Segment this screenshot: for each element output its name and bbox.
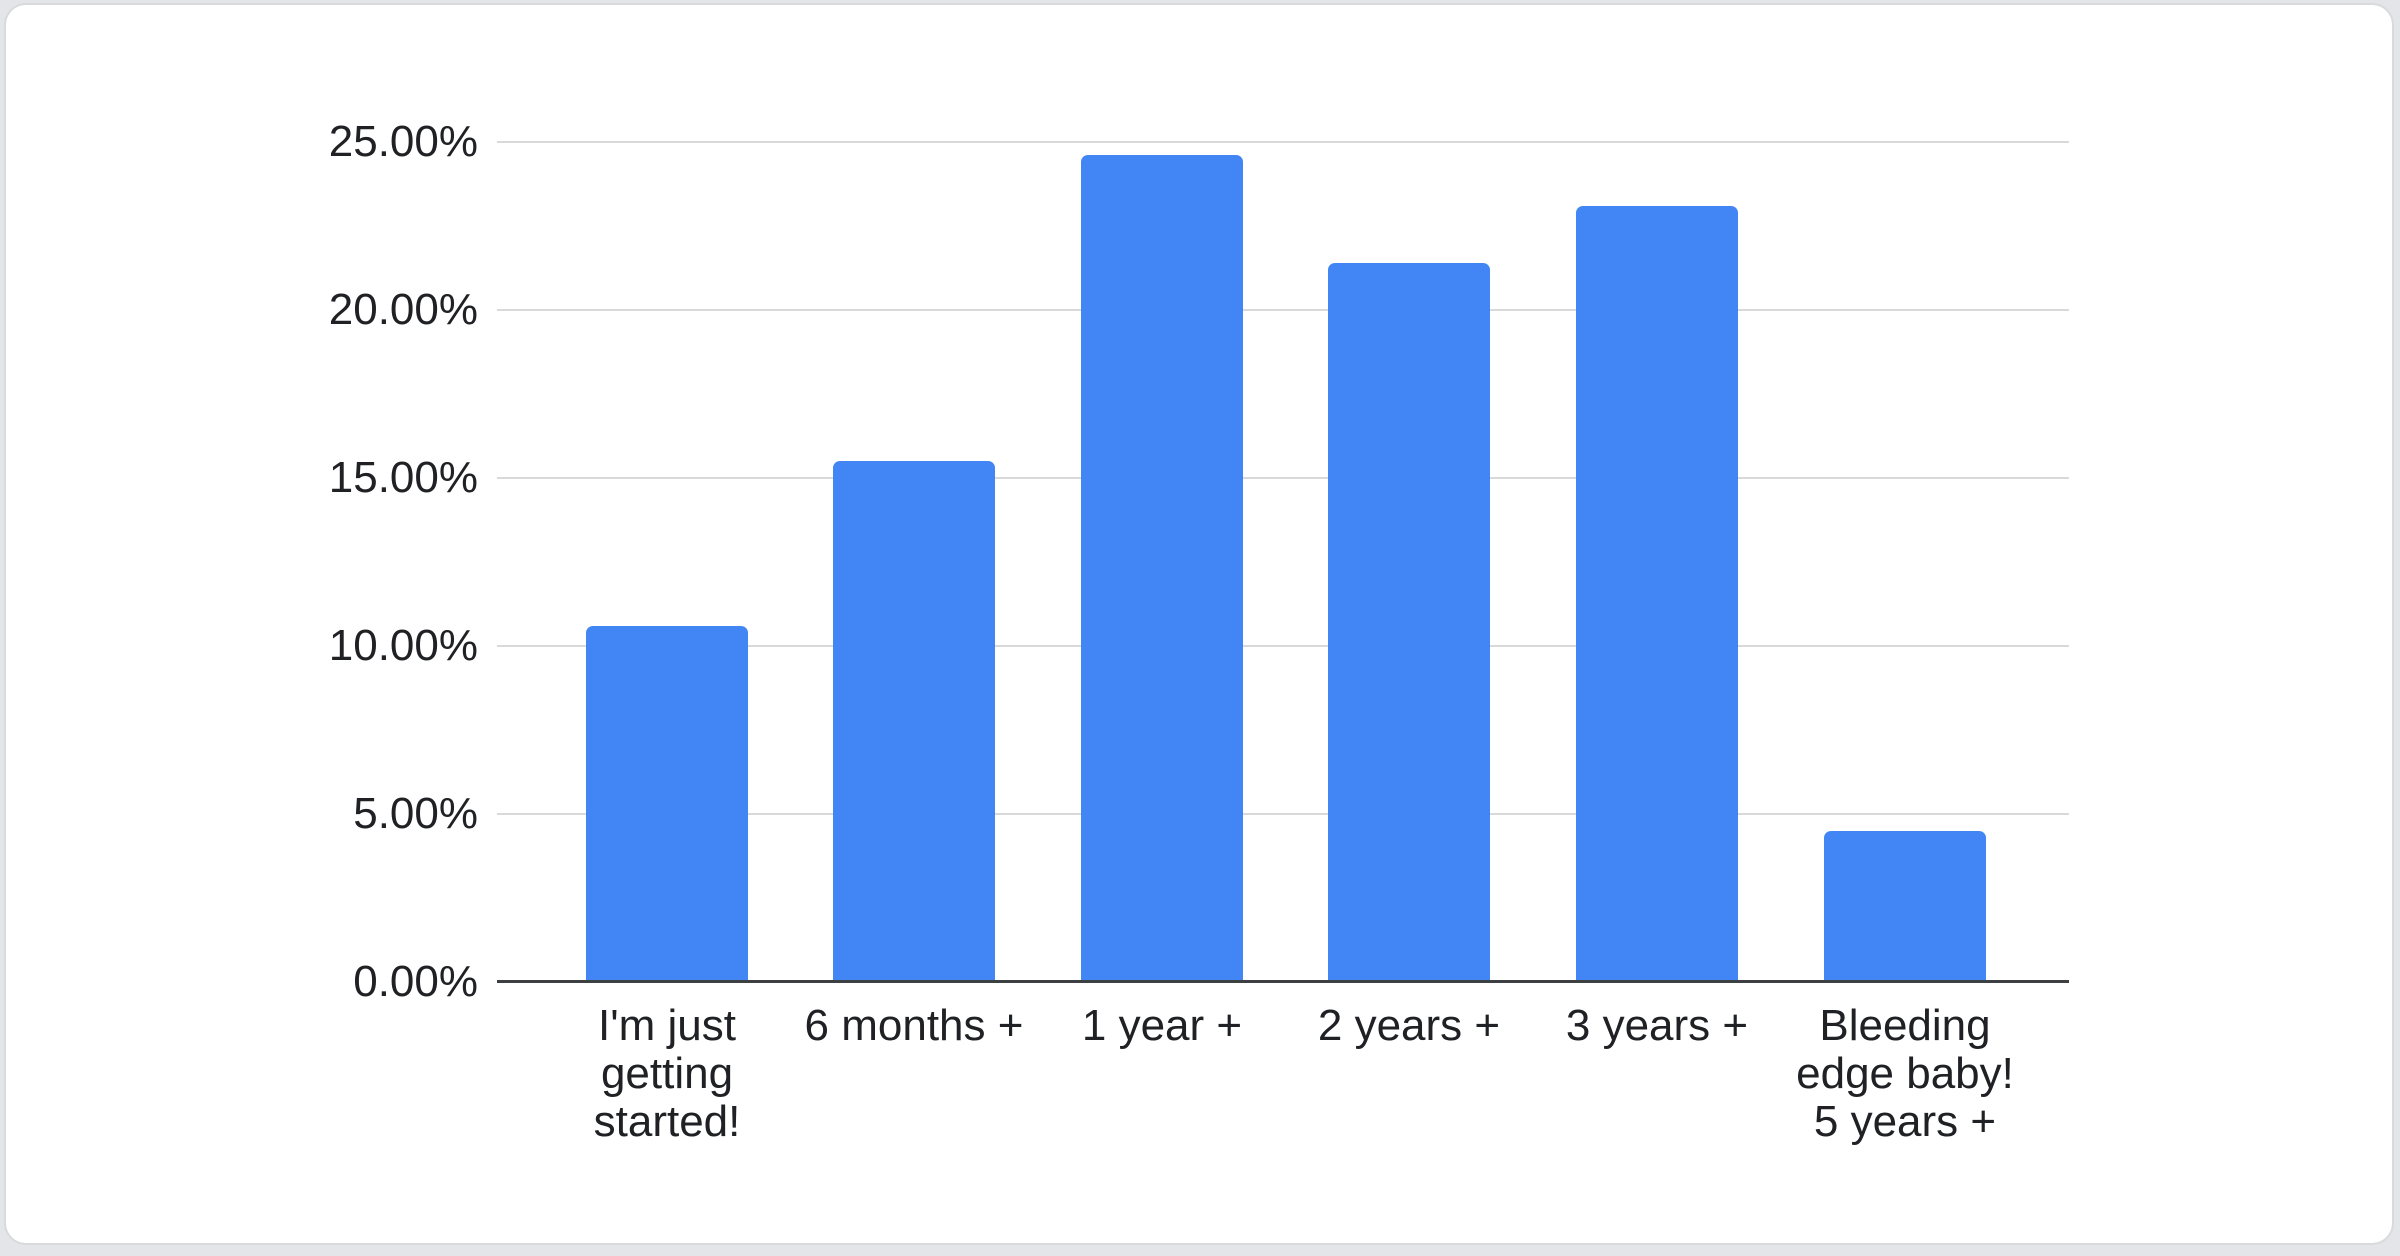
x-axis-category-label: I'm just getting started! [593, 1001, 741, 1146]
y-axis-tick-label: 20.00% [328, 285, 478, 334]
x-axis-category-label: 2 years + [1317, 1001, 1501, 1050]
x-axis-baseline [497, 980, 2069, 983]
bar-2 [833, 461, 995, 982]
plot-area [497, 141, 2069, 983]
y-axis-tick-label: 25.00% [328, 117, 478, 166]
bar-5 [1576, 206, 1738, 982]
y-axis-tick-label: 15.00% [328, 453, 478, 502]
gridline [497, 141, 2069, 143]
gridline [497, 813, 2069, 815]
y-axis-tick-label: 0.00% [353, 957, 478, 1006]
gridline [497, 309, 2069, 311]
x-axis-category-label: Bleeding edge baby! 5 years + [1796, 1001, 2014, 1146]
gridline [497, 645, 2069, 647]
bar-4 [1328, 263, 1490, 982]
bar-1 [586, 626, 748, 982]
x-axis-category-label: 3 years + [1565, 1001, 1749, 1050]
x-axis-category-label: 1 year + [1081, 1001, 1243, 1050]
x-axis-category-label: 6 months + [804, 1001, 1024, 1050]
gridline [497, 477, 2069, 479]
y-axis-tick-label: 5.00% [353, 789, 478, 838]
y-axis-tick-label: 10.00% [328, 621, 478, 670]
bar-3 [1081, 155, 1243, 982]
bar-6 [1824, 831, 1986, 982]
chart-card: 0.00% 5.00% 10.00% 15.00% 20.00% 25.00% I'm j… [4, 3, 2394, 1245]
